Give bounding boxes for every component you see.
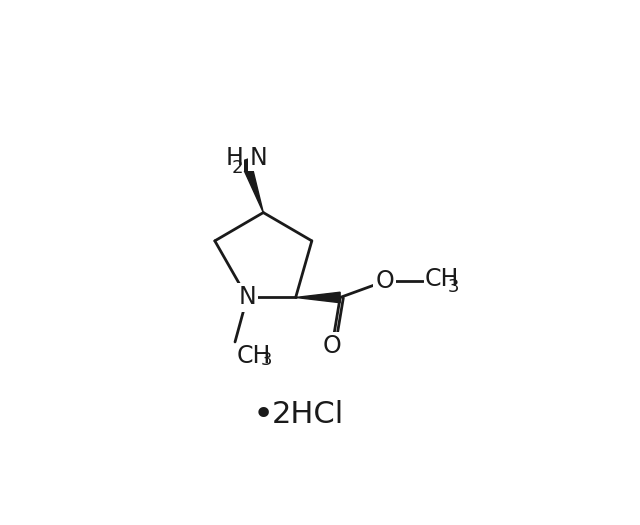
Text: N: N: [238, 286, 256, 309]
Polygon shape: [296, 292, 340, 303]
Text: H: H: [225, 146, 243, 170]
Text: CH: CH: [237, 344, 271, 368]
Polygon shape: [240, 159, 263, 213]
Text: •: •: [253, 398, 274, 432]
Text: O: O: [375, 269, 394, 293]
Text: 2: 2: [232, 159, 243, 177]
Text: O: O: [323, 334, 341, 358]
Text: 2HCl: 2HCl: [271, 400, 344, 429]
Text: CH: CH: [425, 267, 460, 291]
Text: 3: 3: [260, 351, 272, 369]
Text: N: N: [249, 146, 267, 170]
Text: 3: 3: [447, 278, 459, 296]
